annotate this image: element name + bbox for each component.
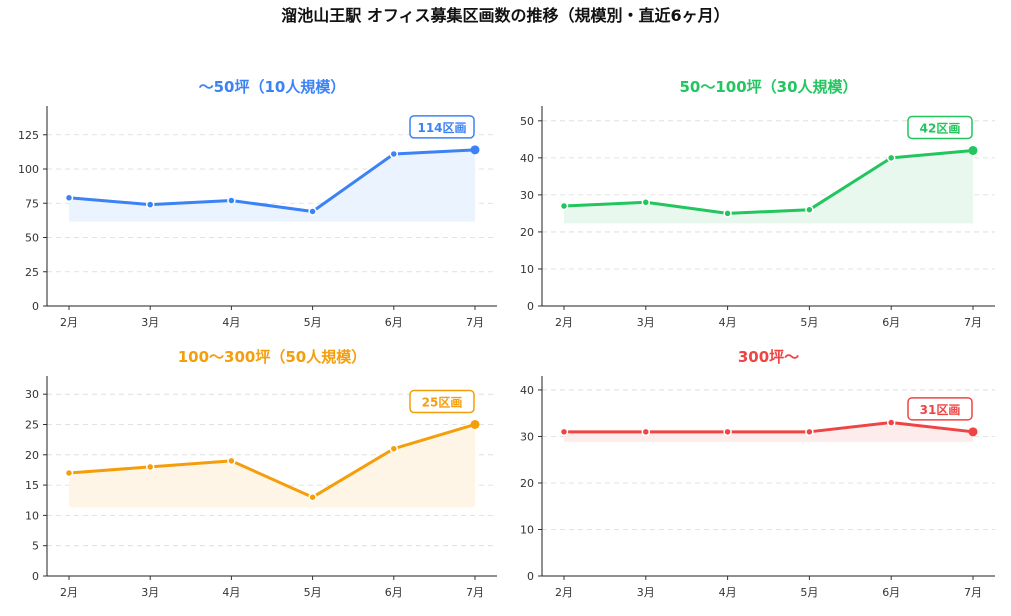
x-tick-label: 6月	[882, 586, 900, 599]
x-tick-label: 2月	[60, 316, 78, 329]
x-tick-label: 5月	[304, 316, 322, 329]
data-point	[308, 492, 317, 502]
y-tick-label: 20	[520, 477, 534, 490]
page-title: 溜池山王駅 オフィス募集区画数の推移（規模別・直近6ヶ月）	[281, 6, 730, 25]
x-tick-label: 3月	[141, 586, 159, 599]
x-tick-label: 4月	[222, 586, 240, 599]
y-tick-label: 30	[25, 388, 39, 401]
x-tick-label: 5月	[800, 316, 818, 329]
chart-title: 100〜300坪（50人規模）	[178, 348, 367, 366]
y-tick-label: 10	[520, 523, 534, 536]
series-line	[68, 423, 476, 499]
x-tick-label: 6月	[385, 316, 403, 329]
y-tick-label: 40	[520, 152, 534, 165]
x-tick-label: 2月	[555, 316, 573, 329]
y-tick-label: 40	[520, 384, 534, 397]
x-tick-label: 7月	[964, 586, 982, 599]
series-area	[69, 149, 475, 222]
data-point	[805, 205, 814, 214]
data-point	[389, 444, 399, 453]
chart-panel-2: 50〜100坪（30人規模） 0 10 20 30 40 50 2月 3月 4月 5月 6月 7月 42区…	[520, 78, 995, 329]
y-tick-label: 25	[25, 418, 39, 431]
x-tick-label: 2月	[555, 586, 573, 599]
series-line	[564, 421, 974, 434]
y-tick-label: 5	[32, 540, 39, 553]
x-tick-label: 3月	[637, 316, 655, 329]
data-point	[886, 418, 896, 427]
y-tick-label: 30	[520, 189, 534, 202]
x-tick-label: 7月	[466, 586, 484, 599]
x-tick-label: 3月	[141, 316, 159, 329]
data-point	[308, 207, 317, 216]
data-point	[64, 468, 74, 478]
x-tick-label: 7月	[466, 316, 484, 329]
chart-panel-4: 300坪〜 0 10 20 30 40 2月 3月 4月 5月 6月 7月 31区画	[520, 348, 995, 599]
data-point	[145, 462, 155, 472]
y-tick-label: 10	[25, 509, 39, 522]
y-tick-label: 15	[25, 479, 39, 492]
x-tick-label: 6月	[882, 316, 900, 329]
annotation-label: 42区画	[920, 121, 961, 135]
annotation-box	[409, 389, 475, 414]
annotation-label: 31区画	[920, 403, 961, 417]
data-point	[64, 193, 74, 203]
data-point	[227, 196, 236, 205]
series-line	[68, 148, 476, 213]
annotation-label: 25区画	[422, 395, 463, 409]
data-point	[389, 149, 399, 159]
y-tick-label: 0	[527, 300, 534, 313]
x-tick-label: 6月	[385, 586, 403, 599]
data-point	[805, 427, 814, 437]
annotation-box	[907, 115, 973, 140]
x-tick-label: 4月	[222, 316, 240, 329]
data-point	[641, 198, 651, 207]
y-tick-label: 30	[520, 430, 534, 443]
chart-title: 〜50坪（10人規模）	[199, 78, 346, 96]
chart-panel-1: 〜50坪（10人規模） 0 25 50 75 100 125 2月 3月 4月 5月 6月 7月 114区…	[18, 78, 497, 329]
data-point	[470, 419, 480, 429]
data-point	[559, 201, 569, 211]
data-point	[886, 153, 896, 163]
annotation-label: 114区画	[417, 121, 466, 135]
series-line	[563, 148, 974, 215]
data-point	[723, 209, 732, 218]
data-point	[641, 427, 651, 437]
chart-title: 50〜100坪（30人規模）	[679, 78, 857, 96]
y-tick-label: 10	[520, 263, 534, 276]
y-tick-label: 0	[527, 570, 534, 583]
x-tick-label: 4月	[719, 586, 737, 599]
x-tick-label: 5月	[800, 586, 818, 599]
x-tick-label: 4月	[719, 316, 737, 329]
y-tick-label: 0	[32, 570, 39, 583]
x-tick-label: 7月	[964, 316, 982, 329]
x-tick-label: 2月	[60, 586, 78, 599]
y-tick-label: 75	[25, 197, 39, 210]
y-tick-label: 125	[18, 129, 39, 142]
chart-title: 300坪〜	[738, 348, 799, 366]
data-point	[723, 427, 732, 437]
data-point	[227, 456, 236, 466]
y-tick-label: 100	[18, 163, 39, 176]
annotation-box	[409, 115, 475, 139]
y-tick-label: 20	[25, 449, 39, 462]
y-tick-label: 0	[32, 300, 39, 313]
data-point	[968, 145, 978, 155]
series-area	[69, 424, 475, 508]
data-point	[145, 200, 155, 209]
y-tick-label: 20	[520, 226, 534, 239]
data-point	[559, 427, 569, 437]
annotation-box	[907, 397, 973, 421]
y-tick-label: 25	[25, 266, 39, 279]
x-tick-label: 3月	[637, 586, 655, 599]
data-point	[470, 145, 480, 155]
y-tick-label: 50	[25, 232, 39, 245]
x-tick-label: 5月	[304, 586, 322, 599]
data-point	[968, 427, 978, 437]
y-tick-label: 50	[520, 115, 534, 128]
chart-panel-3: 100〜300坪（50人規模） 0 5 10 15 20 25 30 2月 3月 4月 5月 6月 7月 2…	[25, 348, 497, 599]
